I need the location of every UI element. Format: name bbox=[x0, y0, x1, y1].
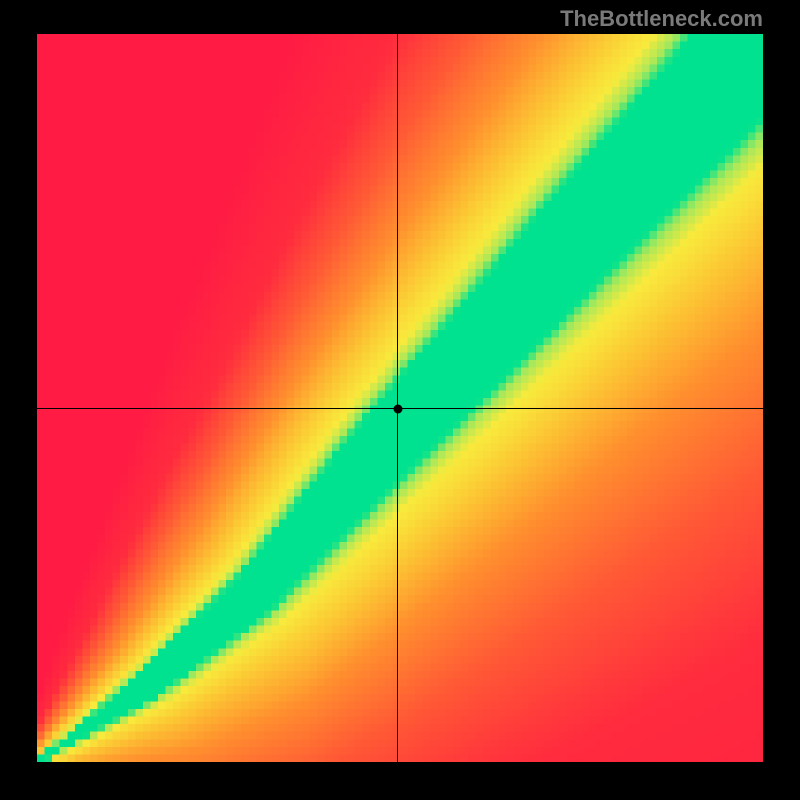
bottleneck-heatmap bbox=[37, 34, 763, 762]
crosshair-vertical bbox=[397, 34, 398, 762]
crosshair-marker bbox=[393, 404, 402, 413]
chart-container: TheBottleneck.com bbox=[0, 0, 800, 800]
watermark-text: TheBottleneck.com bbox=[560, 6, 763, 32]
